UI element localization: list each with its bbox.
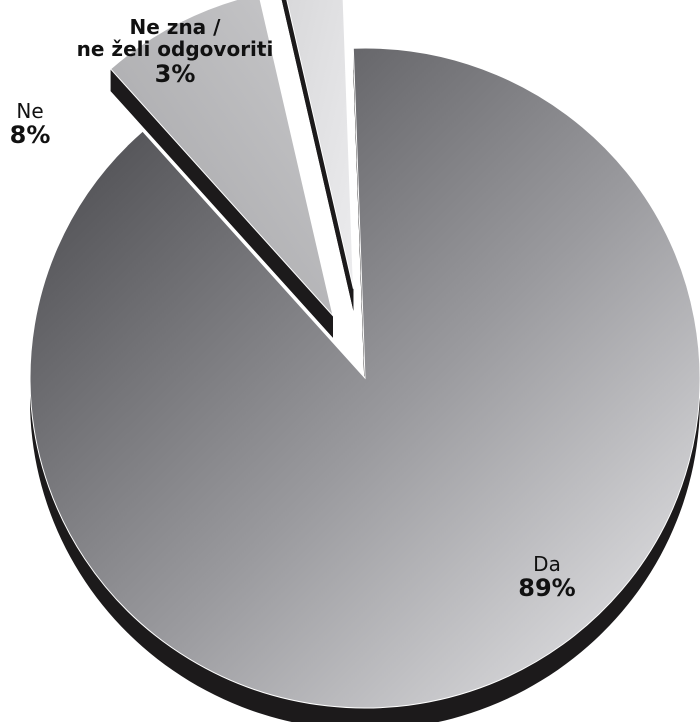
slice-value-da: 89% xyxy=(518,574,576,603)
pie-slice-da xyxy=(29,47,700,722)
slice-value-ne-zna: 3% xyxy=(154,59,196,88)
slice-label-da: Da 89% xyxy=(487,553,607,602)
slice-category-ne-zna: Ne zna / ne želi odgovoriti xyxy=(76,15,274,62)
pie-slice-ne xyxy=(109,0,334,338)
slice-value-ne: 8% xyxy=(9,121,51,150)
slice-category-da: Da xyxy=(533,552,561,576)
slice-label-ne: Ne 8% xyxy=(0,100,60,149)
slice-label-ne-zna: Ne zna / ne želi odgovoriti 3% xyxy=(65,16,285,88)
pie-slice-wall-ne-zna-0 xyxy=(281,0,354,311)
pie-slice-ne-zna xyxy=(281,0,354,311)
pie-slice-top-da xyxy=(29,47,700,709)
slice-category-ne: Ne xyxy=(16,99,44,123)
pie-slice-top-ne xyxy=(109,0,334,318)
pie-slice-wall-ne-0 xyxy=(110,68,334,338)
pie-slice-top-ne-zna xyxy=(286,0,354,289)
